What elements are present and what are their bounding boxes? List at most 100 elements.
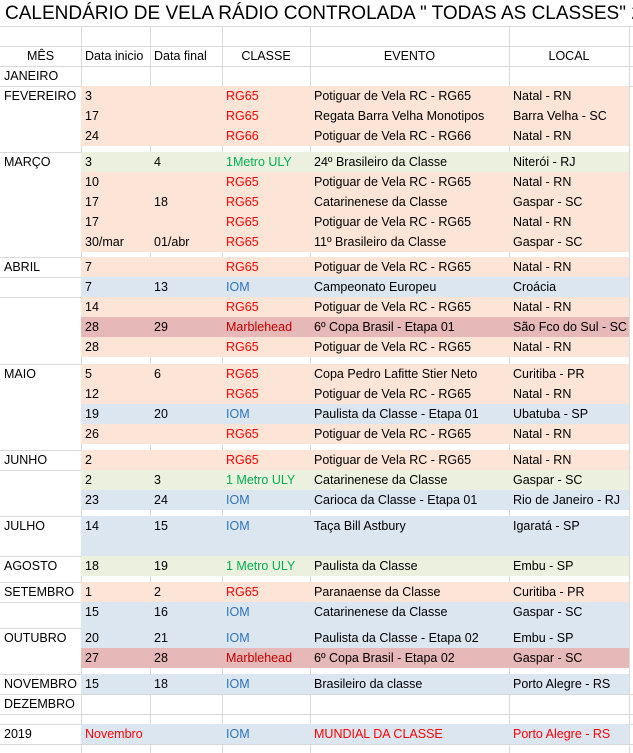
cell-evento[interactable]: Potiguar de Vela RC - RG65 (314, 215, 472, 229)
cell-local[interactable]: Natal - RN (513, 89, 572, 103)
header-classe[interactable]: CLASSE (241, 49, 291, 63)
cell-data-inicio[interactable]: 17 (85, 195, 99, 209)
cell-data-final[interactable]: 19 (154, 559, 168, 573)
cell-data-final[interactable] (150, 384, 222, 404)
cell-local[interactable]: Croácia (513, 280, 557, 294)
cell-data-final[interactable]: 18 (154, 677, 168, 691)
cell-data-final[interactable] (150, 126, 222, 146)
cell-local[interactable]: Gaspar - SC (513, 195, 583, 209)
cell-data-inicio[interactable]: 14 (85, 519, 99, 533)
cell-data-final[interactable] (150, 212, 222, 232)
cell-data-final[interactable]: 18 (154, 195, 168, 209)
cell-classe[interactable]: RG65 (226, 340, 259, 354)
cell-local[interactable]: Natal - RN (513, 175, 572, 189)
cell-classe[interactable]: RG65 (226, 109, 259, 123)
cell-evento[interactable]: Campeonato Europeu (314, 280, 437, 294)
cell-classe[interactable]: RG65 (226, 235, 259, 249)
cell-data-final[interactable] (150, 337, 222, 357)
cell-classe[interactable]: IOM (226, 407, 250, 421)
month-label[interactable]: MARÇO (4, 155, 51, 169)
cell-classe[interactable]: RG65 (226, 260, 259, 274)
cell-evento[interactable]: Copa Pedro Lafitte Stier Neto (314, 367, 478, 381)
cell-data-inicio[interactable]: 3 (85, 155, 92, 169)
cell-local[interactable]: Gaspar - SC (513, 235, 583, 249)
cell-data-final[interactable]: 3 (154, 473, 161, 487)
cell-classe[interactable]: RG65 (226, 215, 259, 229)
cell-evento[interactable]: Potiguar de Vela RC - RG66 (314, 129, 472, 143)
cell-evento[interactable]: Potiguar de Vela RC - RG65 (314, 387, 472, 401)
cell-data-final[interactable]: 20 (154, 407, 168, 421)
cell-data-final[interactable] (150, 86, 222, 106)
cell-evento[interactable]: Paulista da Classe - Etapa 02 (314, 631, 479, 645)
cell-classe[interactable]: IOM (226, 280, 250, 294)
cell-evento[interactable]: Paulista da Classe - Etapa 01 (314, 407, 479, 421)
cell-evento[interactable]: Brasileiro da classe (314, 677, 423, 691)
cell-data-inicio[interactable]: 7 (85, 280, 92, 294)
cell-data-inicio[interactable]: 1 (85, 585, 92, 599)
cell-evento[interactable]: Paulista da Classe (314, 559, 418, 573)
cell-data-inicio[interactable]: 24 (85, 129, 99, 143)
cell-data-final[interactable]: 16 (154, 605, 168, 619)
month-label[interactable]: JUNHO (4, 453, 48, 467)
cell-data-final[interactable]: 29 (154, 320, 168, 334)
cell-evento[interactable]: 6º Copa Brasil - Etapa 02 (314, 651, 455, 665)
cell-local[interactable]: Embu - SP (513, 631, 574, 645)
cell-local[interactable]: Porto Alegre - RS (513, 677, 611, 691)
cell-evento[interactable]: 6º Copa Brasil - Etapa 01 (314, 320, 455, 334)
cell-data-final[interactable] (150, 257, 222, 277)
cell-classe[interactable]: IOM (226, 631, 250, 645)
cell-data-inicio[interactable]: 17 (85, 109, 99, 123)
cell-data-inicio[interactable]: 2 (85, 453, 92, 467)
header-local[interactable]: LOCAL (548, 49, 590, 63)
cell-evento[interactable]: 11º Brasileiro da Classe (314, 235, 447, 249)
cell-classe[interactable]: 1 Metro ULY (226, 559, 296, 573)
cell-local[interactable]: Embu - SP (513, 559, 574, 573)
header-data-final[interactable]: Data final (154, 49, 207, 63)
cell-data-inicio[interactable]: 17 (85, 215, 99, 229)
cell-data-final[interactable]: 6 (154, 367, 161, 381)
cell-local[interactable]: Natal - RN (513, 427, 572, 441)
cell-local[interactable]: Gaspar - SC (513, 605, 583, 619)
cell-classe[interactable]: Marblehead (226, 320, 293, 334)
header-evento[interactable]: EVENTO (383, 49, 436, 63)
cell-data-final[interactable] (150, 424, 222, 444)
cell-data-final[interactable]: 15 (154, 519, 168, 533)
cell-data-final[interactable] (150, 724, 222, 744)
cell-evento[interactable]: Potiguar de Vela RC - RG65 (314, 260, 472, 274)
cell-local[interactable]: Igaratá - SP (513, 519, 580, 533)
cell-local[interactable]: Curitiba - PR (513, 585, 585, 599)
cell-data-inicio[interactable]: 18 (85, 559, 99, 573)
cell-evento[interactable]: MUNDIAL DA CLASSE (314, 727, 443, 741)
cell-data-final[interactable]: 2 (154, 585, 161, 599)
cell-evento[interactable]: Regata Barra Velha Monotipos (314, 109, 485, 123)
cell-local[interactable]: Natal - RN (513, 215, 572, 229)
cell-data-inicio[interactable]: 27 (85, 651, 99, 665)
month-label[interactable]: AGOSTO (4, 559, 58, 573)
cell-evento[interactable]: Catarinenese da Classe (314, 473, 448, 487)
cell-classe[interactable]: RG65 (226, 367, 259, 381)
cell-classe[interactable]: RG65 (226, 427, 259, 441)
cell-evento[interactable]: 24º Brasileiro da Classe (314, 155, 448, 169)
cell-data-inicio[interactable]: 23 (85, 493, 99, 507)
cell-data-final[interactable]: 01/abr (154, 235, 190, 249)
cell-local[interactable]: Gaspar - SC (513, 651, 583, 665)
cell-local[interactable]: Gaspar - SC (513, 473, 583, 487)
month-label[interactable]: OUTUBRO (4, 631, 67, 645)
cell-classe[interactable]: RG65 (226, 300, 259, 314)
cell-classe[interactable]: RG66 (226, 129, 259, 143)
cell-evento[interactable]: Potiguar de Vela RC - RG65 (314, 175, 472, 189)
cell-local[interactable]: Porto Alegre - RS (513, 727, 611, 741)
month-label[interactable]: JULHO (4, 519, 45, 533)
cell-local[interactable]: Natal - RN (513, 129, 572, 143)
cell-local[interactable]: Curitiba - PR (513, 367, 585, 381)
month-label[interactable]: 2019 (4, 727, 32, 741)
cell-local[interactable]: Natal - RN (513, 387, 572, 401)
cell-data-final[interactable]: 4 (154, 155, 161, 169)
cell-evento[interactable]: Catarinenese da Classe (314, 195, 448, 209)
cell-evento[interactable]: Potiguar de Vela RC - RG65 (314, 340, 472, 354)
cell-data-final[interactable]: 24 (154, 493, 168, 507)
cell-data-inicio[interactable]: 7 (85, 260, 92, 274)
cell-classe[interactable]: RG65 (226, 387, 259, 401)
cell-data-final[interactable] (150, 297, 222, 317)
cell-evento[interactable]: Taça Bill Astbury (314, 519, 406, 533)
